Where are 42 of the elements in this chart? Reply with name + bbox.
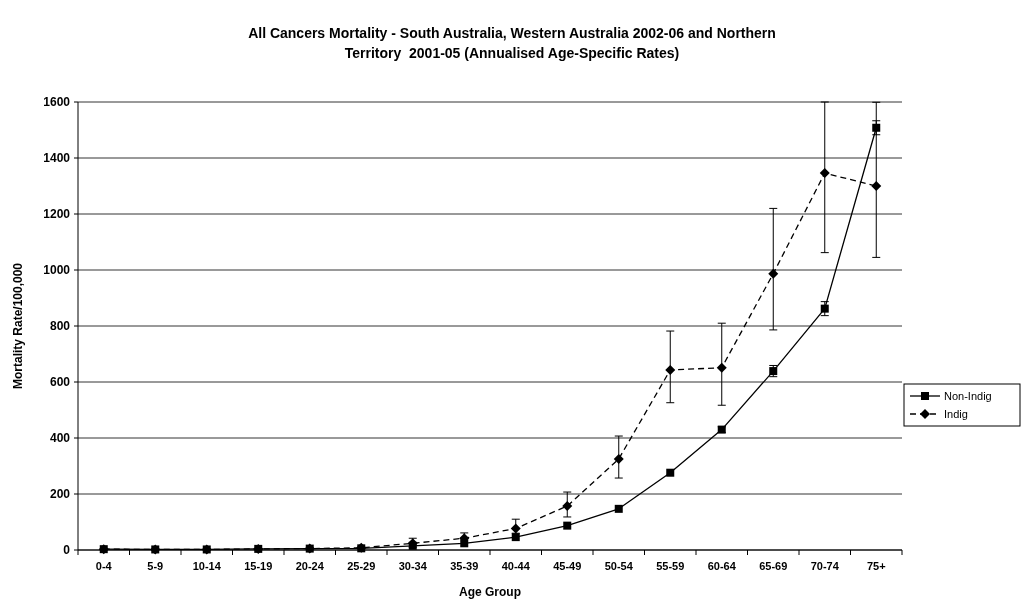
y-tick-label: 1600 <box>43 95 71 110</box>
x-tick-label: 40-44 <box>501 560 531 572</box>
y-tick-label: 800 <box>49 319 71 334</box>
point <box>563 521 572 530</box>
legend-label: Indig <box>944 407 968 420</box>
x-tick-label: 65-69 <box>759 560 788 572</box>
x-tick-label: 35-39 <box>450 560 479 572</box>
point <box>716 362 727 373</box>
x-tick-label: 30-34 <box>398 560 428 572</box>
point <box>820 304 829 313</box>
x-tick-label: 45-49 <box>553 560 582 572</box>
x-tick-label: 20-24 <box>295 560 325 572</box>
x-tick-label: 60-64 <box>707 560 737 572</box>
point <box>562 501 573 512</box>
point <box>768 268 779 279</box>
y-tick-label: 1000 <box>43 263 71 278</box>
point <box>614 504 623 513</box>
chart-title: All Cancers Mortality - South Australia, Western Australia 2002-06 and Northern Territory 2001-05 (Annualised Age-Specific Rates) <box>248 25 776 61</box>
x-axis-title: Age Group <box>459 585 521 599</box>
point <box>613 454 624 464</box>
y-tick-label: 0 <box>63 543 71 558</box>
legend-label: Non-Indig <box>944 389 992 402</box>
x-tick-label: 5-9 <box>147 560 164 572</box>
x-tick-label: 10-14 <box>192 560 222 572</box>
point <box>510 523 521 534</box>
x-tick-label: 0-4 <box>95 560 113 572</box>
y-tick-label: 600 <box>49 375 71 390</box>
x-tick-label: 25-29 <box>347 560 376 572</box>
point <box>819 168 830 179</box>
x-tick-label: 75+ <box>866 560 886 572</box>
y-tick-label: 1400 <box>43 151 71 166</box>
y-axis-title: Mortality Rate/100,000 <box>11 262 25 390</box>
x-tick-label: 50-54 <box>604 560 634 572</box>
point <box>666 468 675 477</box>
y-tick-label: 1200 <box>43 207 71 222</box>
point <box>871 181 882 191</box>
y-tick-label: 400 <box>49 431 71 446</box>
x-tick-label: 70-74 <box>810 560 840 572</box>
y-tick-label: 200 <box>49 487 71 502</box>
x-tick-label: 55-59 <box>656 560 685 572</box>
point <box>665 364 676 375</box>
x-tick-label: 15-19 <box>244 560 273 572</box>
